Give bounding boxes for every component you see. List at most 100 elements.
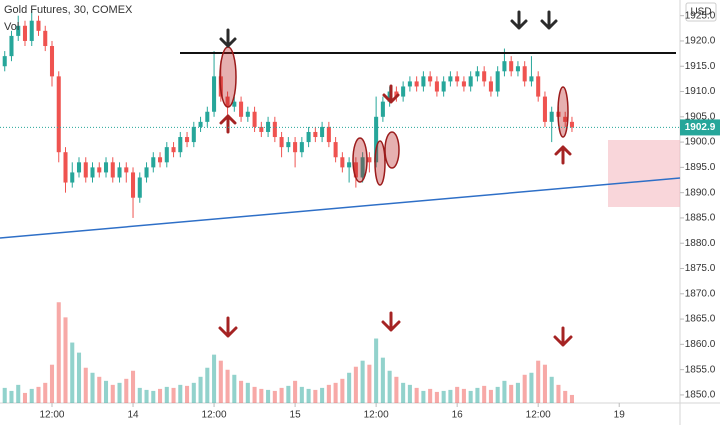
volume-bar bbox=[461, 388, 466, 403]
candle-body bbox=[178, 137, 183, 153]
volume-bar bbox=[434, 391, 439, 403]
volume-bar bbox=[252, 386, 257, 403]
volume-bar bbox=[394, 376, 399, 403]
volume-bar bbox=[421, 390, 426, 403]
volume-bar bbox=[509, 384, 514, 403]
volume-bar bbox=[158, 388, 163, 403]
candle-body bbox=[353, 162, 358, 178]
x-tick-label: 12:00 bbox=[39, 410, 64, 421]
volume-bar bbox=[198, 376, 203, 403]
last-price-tag bbox=[680, 119, 720, 136]
volume-bar bbox=[110, 384, 115, 403]
volume-bar bbox=[374, 338, 379, 403]
volume-bar bbox=[313, 389, 318, 403]
candle-body bbox=[414, 81, 419, 87]
candle-body bbox=[49, 46, 55, 77]
candle-body bbox=[461, 81, 466, 87]
candle-body bbox=[569, 121, 574, 128]
candle-body bbox=[374, 116, 379, 163]
volume-bar bbox=[144, 389, 149, 403]
y-tick-label: 1925.0 bbox=[685, 10, 716, 21]
candle-body bbox=[9, 35, 14, 57]
volume-bar bbox=[441, 390, 446, 403]
candle-body bbox=[401, 86, 406, 97]
candle-body bbox=[475, 71, 480, 77]
arrow-down bbox=[510, 10, 528, 30]
candle-body bbox=[536, 76, 541, 97]
y-tick-label: 1870.0 bbox=[685, 288, 716, 299]
candle-body bbox=[333, 142, 338, 158]
volume-bar bbox=[2, 387, 7, 403]
candle-body bbox=[198, 121, 203, 127]
candle-body bbox=[225, 96, 230, 107]
volume-bar bbox=[333, 382, 338, 403]
volume-bar bbox=[279, 387, 284, 403]
volume-bar bbox=[36, 386, 41, 403]
candle-body bbox=[563, 116, 568, 122]
volume-bar bbox=[63, 317, 68, 403]
x-tick-label: 15 bbox=[290, 410, 302, 421]
volume-bar bbox=[239, 380, 244, 403]
volume-bar bbox=[306, 388, 311, 403]
highlight-ellipse bbox=[557, 86, 569, 138]
volume-bar bbox=[266, 389, 271, 403]
volume-bar bbox=[212, 354, 217, 403]
candle-body bbox=[299, 142, 304, 153]
candle-body bbox=[56, 76, 61, 153]
candle-body bbox=[286, 142, 291, 148]
volume-bar bbox=[43, 382, 48, 403]
volume-bar bbox=[49, 364, 55, 403]
volume-bar bbox=[556, 384, 561, 403]
candle-body bbox=[151, 157, 156, 168]
volume-bar bbox=[353, 366, 358, 403]
volume-bar bbox=[232, 374, 237, 403]
y-tick-label: 1915.0 bbox=[685, 61, 716, 72]
candle-body bbox=[488, 81, 493, 92]
volume-bar bbox=[76, 352, 82, 403]
volume-bar bbox=[563, 390, 568, 403]
candle-body bbox=[185, 137, 190, 143]
candle-body bbox=[448, 76, 453, 82]
volume-bar bbox=[103, 380, 109, 403]
volume-bar bbox=[407, 384, 412, 403]
volume-bar bbox=[448, 389, 453, 403]
x-tick-label: 12:00 bbox=[202, 410, 227, 421]
volume-label: Vol bbox=[4, 21, 19, 33]
arrow-down bbox=[553, 326, 573, 347]
volume-bar bbox=[185, 385, 190, 403]
volume-bar bbox=[488, 389, 493, 403]
volume-bar bbox=[414, 387, 419, 403]
candle-body bbox=[515, 66, 520, 72]
candle-body bbox=[76, 162, 82, 173]
volume-bar bbox=[178, 384, 183, 403]
volume-bar bbox=[9, 390, 14, 403]
candle-body bbox=[2, 56, 7, 67]
candle-body bbox=[522, 66, 527, 82]
candle-body bbox=[434, 81, 439, 92]
y-tick-label: 1890.0 bbox=[685, 187, 716, 198]
candle-body bbox=[117, 167, 122, 178]
volume-bar bbox=[455, 386, 460, 403]
volume-bar bbox=[522, 374, 527, 403]
candle-body bbox=[495, 71, 500, 92]
candle-body bbox=[63, 152, 68, 183]
arrow-down bbox=[382, 84, 400, 104]
y-tick-label: 1880.0 bbox=[685, 238, 716, 249]
candle-body bbox=[455, 76, 460, 82]
arrow-down bbox=[540, 10, 558, 30]
y-tick-label: 1865.0 bbox=[685, 314, 716, 325]
candle-body bbox=[232, 101, 237, 107]
candle-body bbox=[205, 111, 210, 122]
candle-body bbox=[509, 61, 514, 72]
volume-bar bbox=[225, 369, 230, 403]
volume-bar bbox=[293, 380, 298, 403]
candle-body bbox=[347, 162, 352, 168]
volume-bar bbox=[482, 385, 487, 403]
volume-bar bbox=[401, 382, 406, 403]
y-tick-label: 1910.0 bbox=[685, 86, 716, 97]
volume-bar bbox=[320, 387, 325, 403]
volume-bar bbox=[299, 386, 304, 403]
volume-bar bbox=[22, 392, 28, 403]
